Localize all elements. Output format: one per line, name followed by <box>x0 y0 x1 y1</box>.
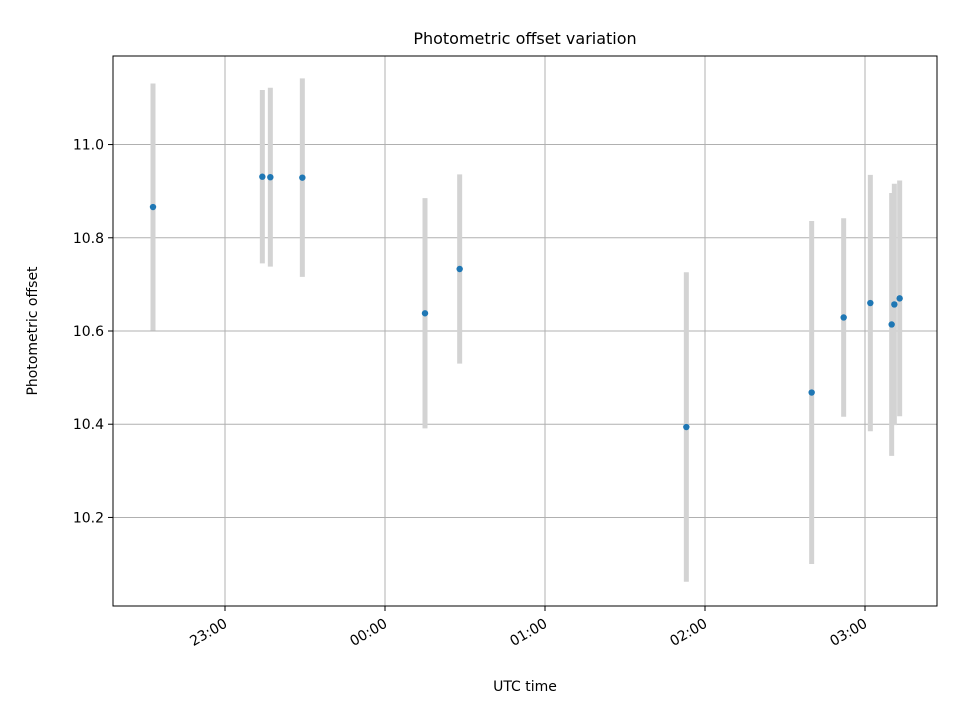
data-points <box>149 173 903 431</box>
y-axis-label: Photometric offset <box>25 266 41 396</box>
y-tick-label: 10.8 <box>73 231 104 247</box>
data-point <box>867 299 874 307</box>
data-point <box>267 173 274 181</box>
y-tick-label: 10.4 <box>73 417 104 433</box>
data-point <box>259 173 266 180</box>
y-tick-label: 10.6 <box>73 324 104 340</box>
chart-title: Photometric offset variation <box>413 29 636 48</box>
data-point <box>840 314 847 321</box>
y-axis-ticks: 10.2 10.4 10.6 10.8 11.0 <box>73 138 113 526</box>
data-point <box>891 301 898 308</box>
data-point <box>456 265 463 273</box>
y-tick-label: 11.0 <box>73 138 104 154</box>
data-point <box>421 310 429 317</box>
data-point <box>896 295 903 302</box>
y-tick-label: 10.2 <box>73 510 104 526</box>
data-point <box>299 174 306 181</box>
x-axis-label: UTC time <box>493 679 557 695</box>
grid <box>113 56 937 606</box>
data-point <box>149 203 157 211</box>
data-point <box>683 423 690 431</box>
data-point <box>888 321 895 328</box>
data-point <box>808 389 815 396</box>
